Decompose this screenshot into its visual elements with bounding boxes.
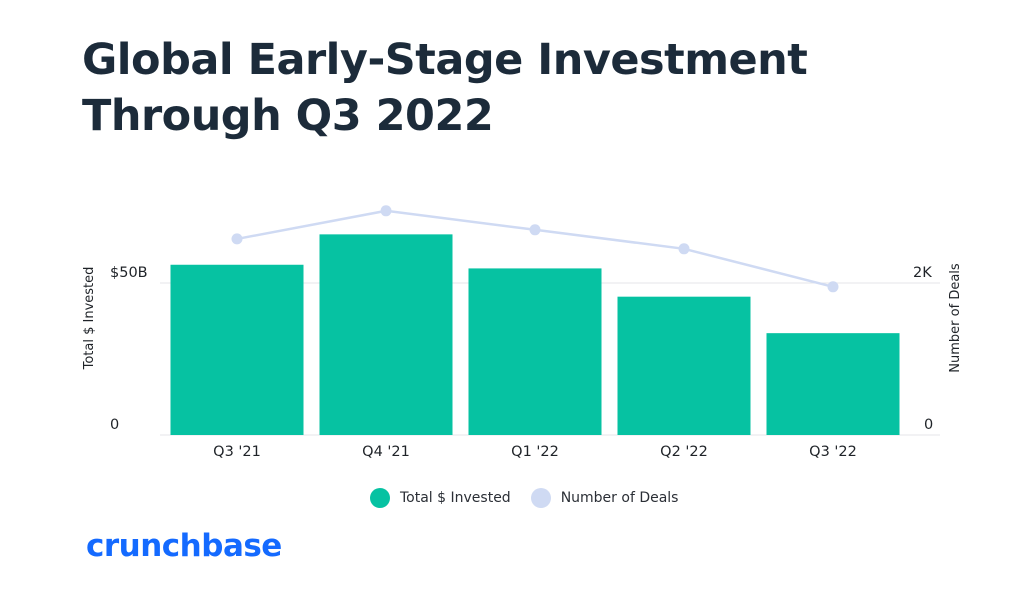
bar-0 [170,264,304,435]
x-tick-label-2: Q1 '22 [511,444,559,460]
y-right-tick-2k: 2K [913,265,932,281]
x-tick-label-1: Q4 '21 [362,444,410,460]
deals-point-3 [678,243,690,255]
x-tick-label-4: Q3 '22 [809,444,857,460]
legend-swatch-invested [370,488,390,508]
y-left-tick-50b: $50B [110,265,148,281]
bar-4 [766,333,900,435]
deals-point-4 [827,281,839,293]
deals-point-1 [380,205,392,217]
y-right-tick-0: 0 [924,417,933,433]
y-right-axis-title: Number of Deals [948,263,963,373]
axes: Q3 '21 Q4 '21 Q1 '22 Q2 '22 Q3 '22 $50B 0 2K 0 To… [82,263,963,460]
bar-3 [617,296,751,435]
y-left-axis-title: Total $ Invested [82,267,97,371]
bar-2 [468,268,602,435]
bar-series [170,234,900,435]
legend-label-invested: Total $ Invested [400,490,511,506]
x-tick-label-3: Q2 '22 [660,444,708,460]
crunchbase-logo: crunchbase [86,528,282,564]
legend: Total $ Invested Number of Deals [370,488,684,508]
x-tick-label-0: Q3 '21 [213,444,261,460]
bar-1 [319,234,453,435]
legend-item-invested: Total $ Invested [370,488,511,508]
deals-point-0 [231,233,243,245]
legend-swatch-deals [530,488,551,508]
legend-label-deals: Number of Deals [560,490,679,506]
y-left-tick-0: 0 [110,417,119,433]
deals-point-2 [529,224,541,236]
legend-item-deals: Number of Deals [530,488,679,508]
chart-title: Global Early-Stage Investment Through Q3… [82,35,808,141]
line-series [231,205,839,293]
